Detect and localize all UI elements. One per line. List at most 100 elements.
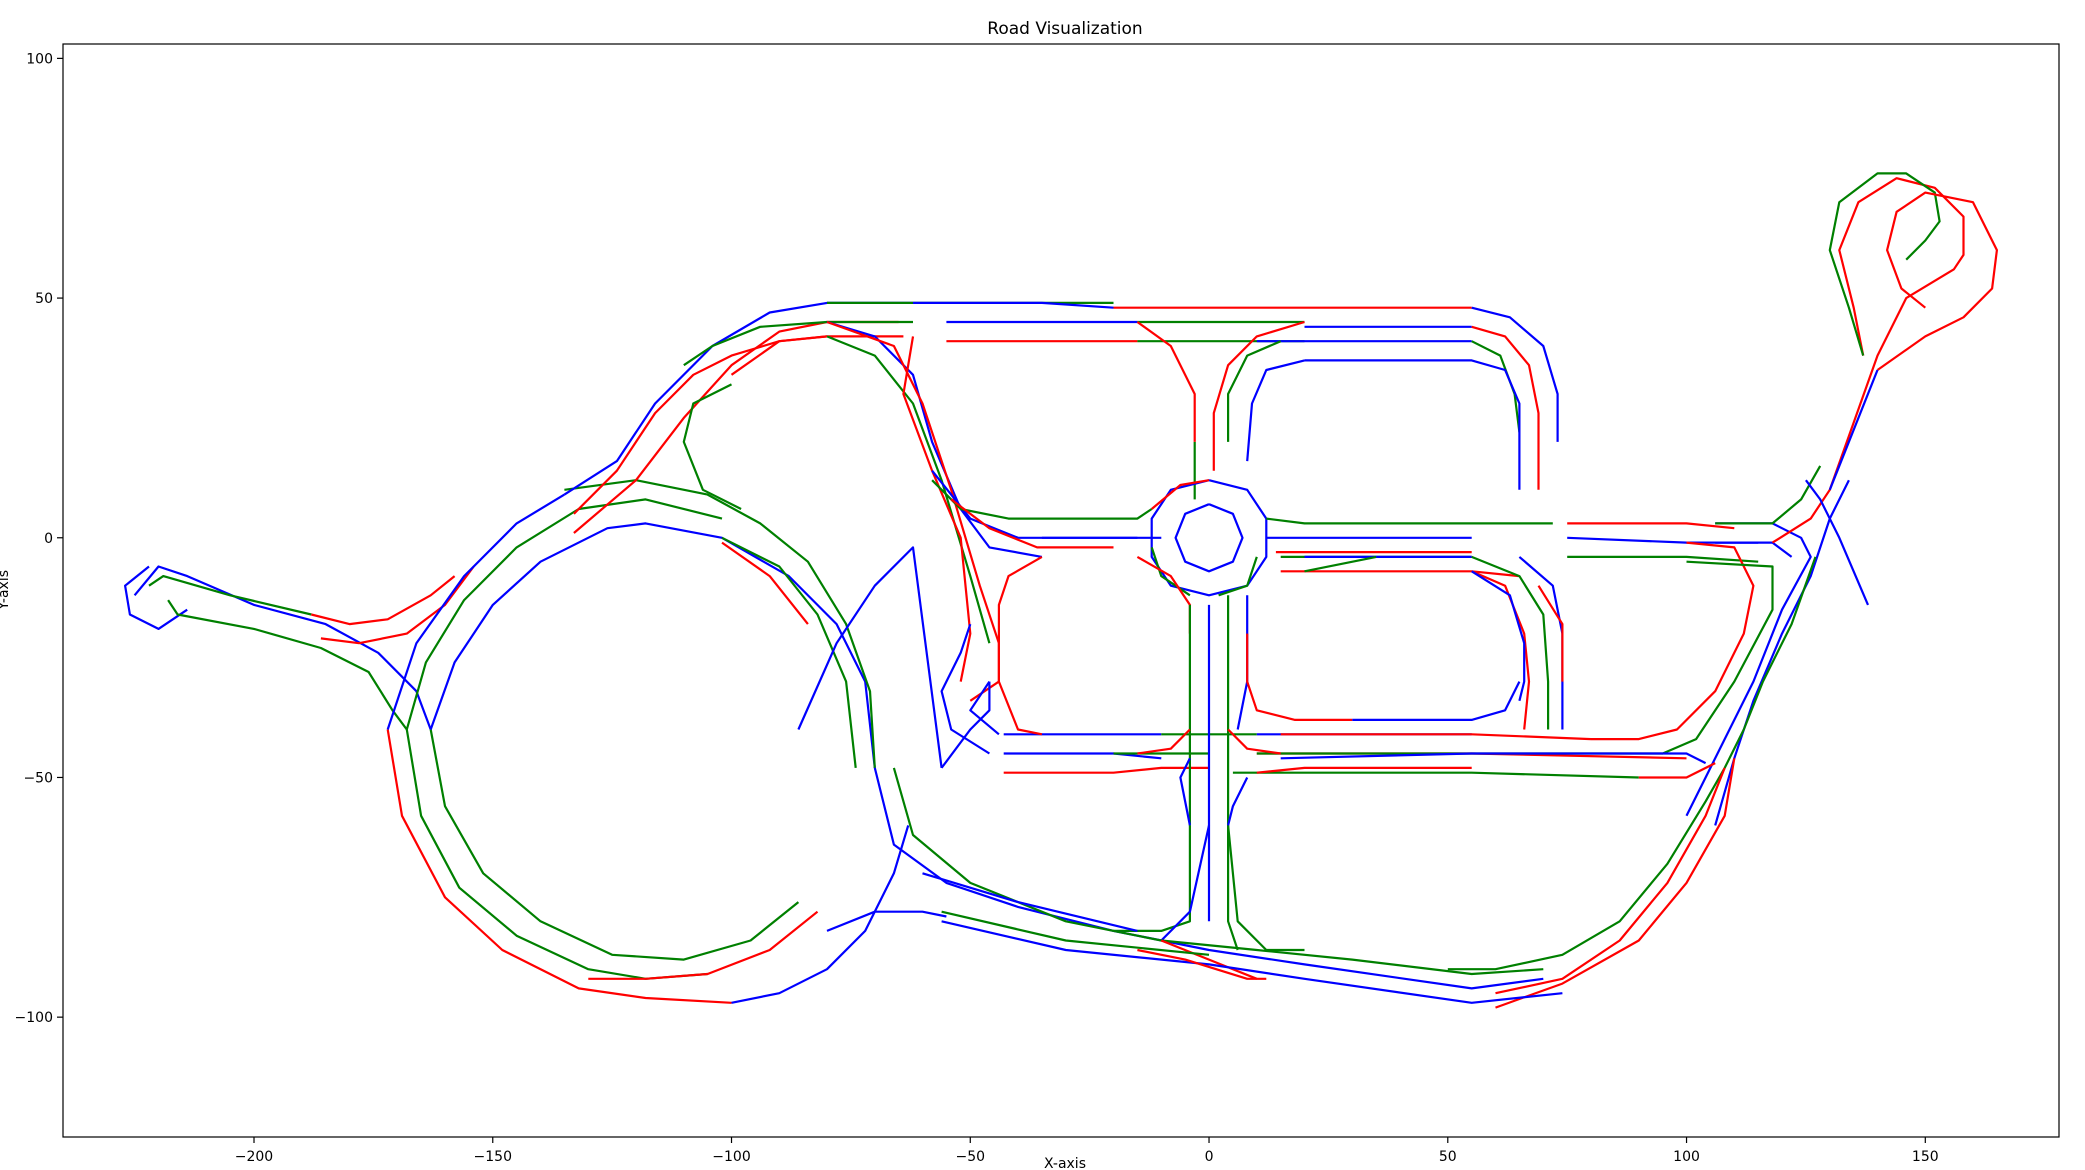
y-axis-label: Y-axis (0, 570, 12, 611)
road-segment-red (1537, 585, 1564, 682)
chart-title: Road Visualization (987, 19, 1142, 39)
road-segment-blue (1352, 681, 1521, 722)
road-segment-blue (1160, 825, 1211, 942)
road-segment-blue (922, 872, 1138, 932)
road-segment-green (1715, 465, 1822, 525)
road-segment-green (683, 320, 913, 367)
road-segment-green (826, 335, 991, 644)
road-segment-blue (826, 910, 947, 932)
road-segment-red (1771, 177, 1965, 544)
road-segment-green (148, 574, 312, 616)
road-segment-green (1226, 340, 1282, 442)
road-segment-green (1266, 517, 1553, 525)
road-segment-red (1150, 479, 1210, 510)
road-segment-blue (1805, 479, 1870, 606)
road-segment-blue (429, 522, 876, 769)
road-segment-red (1136, 555, 1192, 634)
road-segment-green (429, 729, 800, 961)
road-segment-blue (133, 565, 432, 730)
road-segment-red (1280, 733, 1592, 741)
road-segment-blue (1174, 503, 1244, 573)
road-segment-blue (1304, 359, 1521, 490)
road-segment-green (1113, 825, 1192, 933)
road-segment-red (950, 498, 1114, 549)
road-segment-red (1212, 320, 1305, 471)
road-segment-blue (1828, 369, 1879, 491)
road-segment-blue (1471, 306, 1559, 442)
x-tick-label: 0 (1205, 1149, 1214, 1165)
road-segment-blue (1715, 541, 1793, 558)
road-segment-green (1614, 560, 1774, 755)
road-segment-green (1227, 825, 1305, 952)
road-segment-red (573, 335, 828, 515)
y-tick-label: −100 (15, 1010, 53, 1026)
road-segment-green (682, 383, 742, 510)
road-segment-green (405, 498, 723, 730)
y-axis-ticks: −100 −50 0 50 100 (15, 51, 63, 1026)
x-tick-label: −100 (712, 1149, 750, 1165)
road-segment-red (1246, 633, 1353, 722)
road-segment-blue (913, 301, 1114, 309)
road-segment-blue (731, 825, 910, 1004)
road-segment-red (730, 335, 904, 376)
plot-area-frame (62, 43, 2060, 1138)
road-segment-red (721, 541, 809, 625)
road-segment-blue (1246, 359, 1305, 462)
road-segment-red (320, 565, 475, 645)
x-tick-label: −50 (955, 1149, 985, 1165)
road-segment-red (997, 555, 1043, 736)
road-segment-red (1137, 728, 1191, 755)
road-segment-red (1495, 758, 1736, 1009)
road-segment-red (1567, 522, 1735, 530)
x-tick-label: −150 (474, 1149, 512, 1165)
road-segment-blue (1280, 752, 1707, 765)
road-segment-blue (1471, 570, 1526, 702)
road-segment-red (1137, 948, 1267, 980)
road-segment-blue (1150, 479, 1268, 597)
road-segment-red (1256, 766, 1472, 774)
y-tick-label: 50 (35, 291, 53, 307)
road-segment-green (1828, 172, 1941, 356)
road-segment-green (405, 729, 708, 980)
road-segment-green (1471, 555, 1550, 730)
x-tick-label: 150 (1912, 1149, 1939, 1165)
road-segment-red (386, 729, 732, 1004)
road-segment-green (892, 767, 1544, 976)
road-segment-green (1447, 556, 1817, 971)
x-axis-ticks: −200 −150 −100 −50 0 50 100 150 (235, 1137, 1939, 1165)
x-tick-label: −200 (235, 1149, 273, 1165)
road-lines (123, 172, 1999, 1009)
road-segment-blue (123, 565, 188, 631)
road-segment-red (1876, 191, 1999, 371)
road-segment-red (1495, 767, 1726, 995)
road-segment-blue (940, 623, 990, 755)
road-segment-green (941, 910, 1210, 956)
road-segment-blue (931, 470, 1162, 539)
road-segment-red (1136, 321, 1196, 442)
y-tick-label: −50 (23, 770, 53, 786)
road-segment-blue (940, 681, 991, 769)
road-segment-blue (386, 493, 565, 730)
road-segment-red (1003, 766, 1209, 774)
road-segment-red (1471, 325, 1540, 490)
road-segment-green (1304, 555, 1377, 573)
road-segment-red (902, 336, 972, 682)
x-tick-label: 100 (1673, 1149, 1700, 1165)
road-segment-green (564, 479, 876, 768)
x-tick-label: 50 (1439, 1149, 1457, 1165)
road-segment-green (1232, 771, 1639, 779)
road-segment-blue (826, 320, 1043, 558)
road-segment-green (1218, 556, 1258, 597)
y-tick-label: 0 (44, 531, 53, 547)
road-segment-green (167, 599, 408, 731)
road-segment-red (588, 910, 819, 980)
road-segment-blue (1179, 757, 1191, 826)
y-tick-label: 100 (26, 51, 53, 67)
road-segment-blue (1236, 595, 1249, 730)
road-segment-red (311, 575, 456, 626)
road-segment-red (1227, 728, 1281, 755)
road-segment-red (1638, 762, 1716, 779)
road-segment-red (1471, 570, 1531, 730)
road-segment-blue (797, 546, 943, 769)
